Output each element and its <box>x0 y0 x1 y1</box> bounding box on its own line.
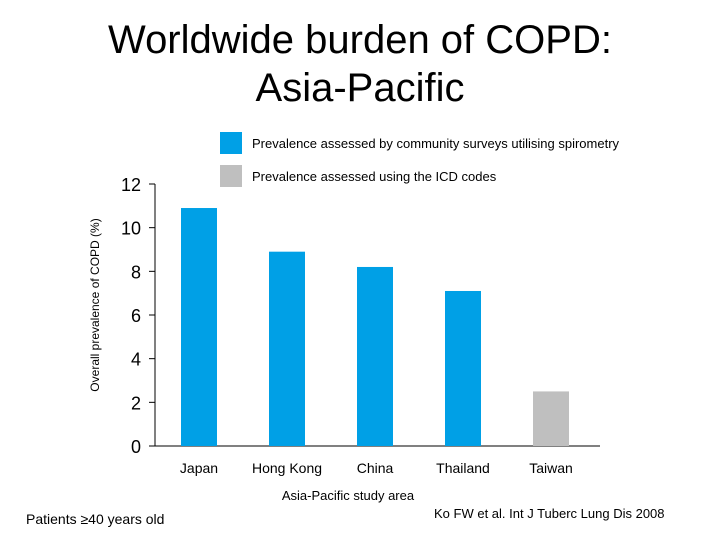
bar-taiwan <box>533 391 569 446</box>
x-tick-label: Japan <box>180 460 218 476</box>
chart-title: Worldwide burden of COPD: Asia-Pacific <box>0 16 720 112</box>
x-axis-label: Asia-Pacific study area <box>282 488 415 503</box>
footnote-citation: Ko FW et al. Int J Tuberc Lung Dis 2008 <box>434 506 665 521</box>
y-tick-label: 10 <box>121 219 141 239</box>
legend-swatch-spirometry <box>220 132 242 154</box>
x-tick-label: Hong Kong <box>252 460 322 476</box>
legend-swatch-icd <box>220 165 242 187</box>
bar-hong-kong <box>269 251 305 446</box>
footnote-patients: Patients ≥40 years old <box>26 511 165 527</box>
y-axis-label: Overall prevalence of COPD (%) <box>88 218 102 391</box>
legend-label-spirometry: Prevalence assessed by community surveys… <box>252 135 620 151</box>
y-tick-label: 12 <box>121 175 141 195</box>
bar-china <box>357 266 393 446</box>
chart-title-line-1: Worldwide burden of COPD: <box>108 18 612 62</box>
legend-item-icd: Prevalence assessed using the ICD codes <box>220 164 496 188</box>
legend-label-icd: Prevalence assessed using the ICD codes <box>252 168 497 184</box>
bar-japan <box>181 208 217 446</box>
x-tick-label: Thailand <box>436 460 490 476</box>
chart-title-line-2: Asia-Pacific <box>255 66 465 110</box>
x-tick-label: Taiwan <box>529 460 573 476</box>
y-tick-label: 8 <box>131 262 141 282</box>
y-tick-label: 6 <box>131 306 141 326</box>
y-tick-label: 2 <box>131 393 141 413</box>
y-tick-label: 4 <box>131 350 141 370</box>
x-tick-label: China <box>357 460 394 476</box>
y-tick-label: 0 <box>131 437 141 457</box>
legend-item-spirometry: Prevalence assessed by community surveys… <box>220 131 619 155</box>
bar-thailand <box>445 290 481 446</box>
